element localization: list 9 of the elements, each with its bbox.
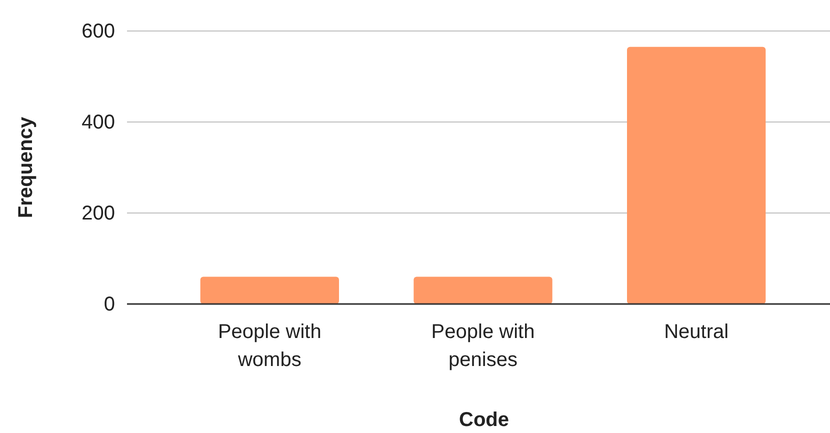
- y-tick-label: 0: [104, 293, 115, 316]
- y-tick-label: 400: [82, 111, 115, 134]
- x-tick-label: People with penises: [431, 321, 535, 371]
- y-tick-label: 600: [82, 20, 115, 42]
- y-tick-label: 200: [82, 202, 115, 224]
- x-axis-title: Code: [459, 409, 509, 431]
- x-tick-label: People with wombs: [218, 321, 322, 371]
- x-tick-label: Neutral: [664, 321, 729, 343]
- y-axis-title: Frequency: [15, 116, 37, 218]
